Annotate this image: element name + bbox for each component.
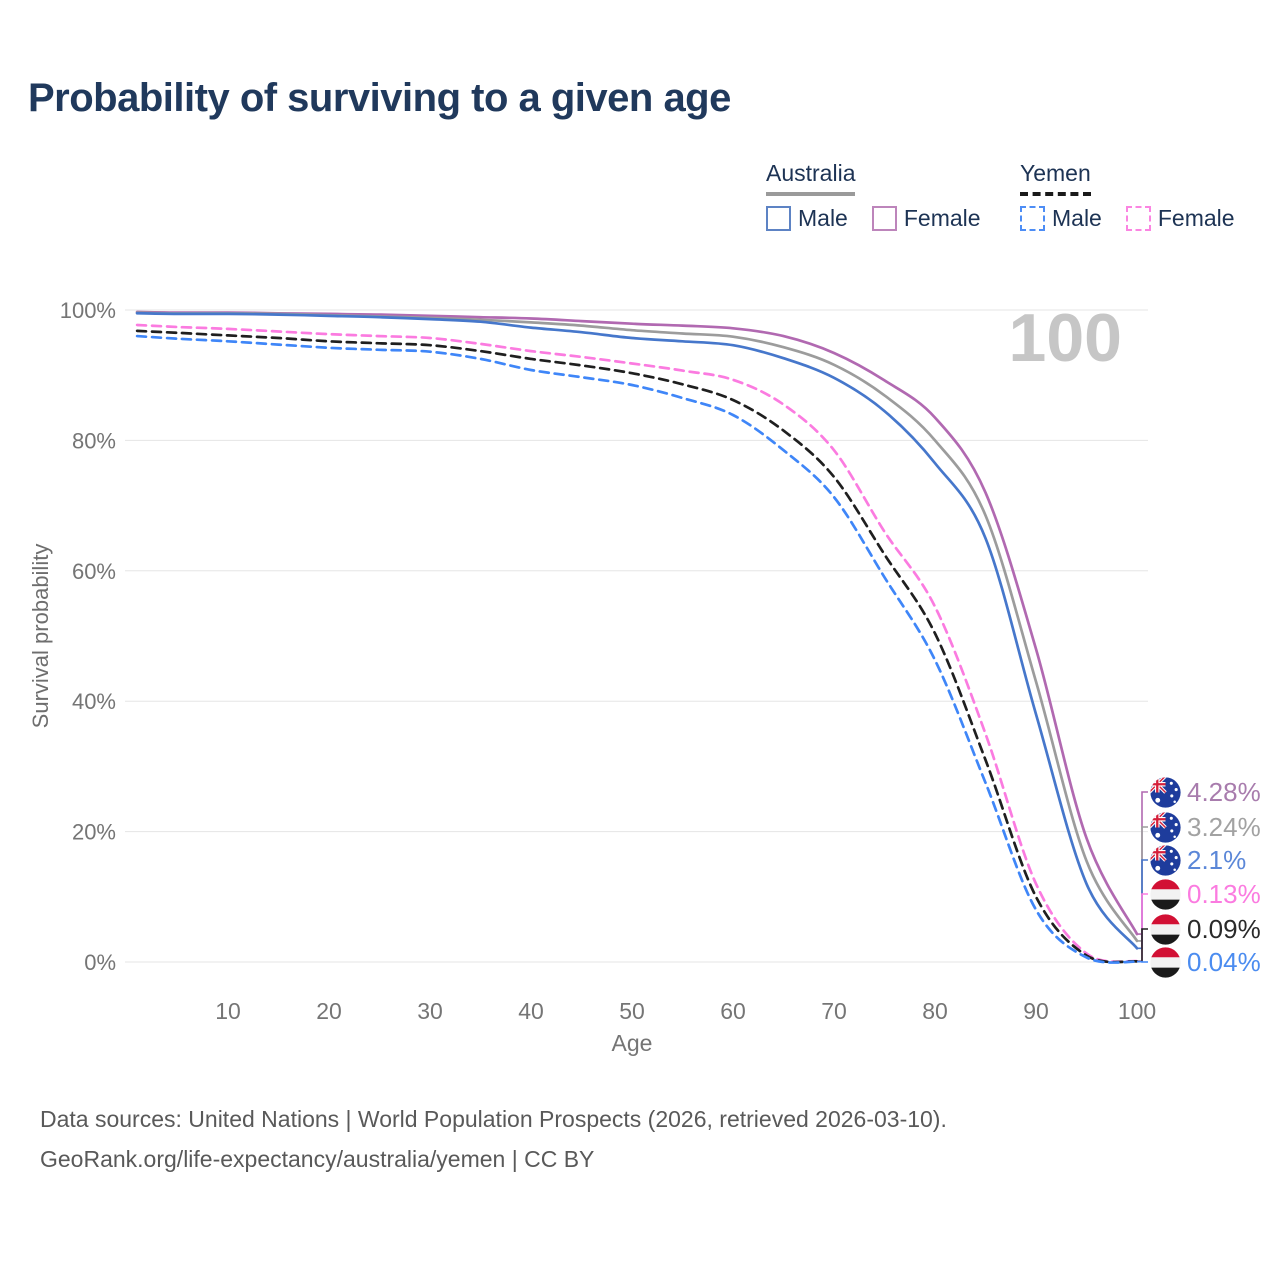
line-australia-male[interactable] xyxy=(135,311,1139,950)
data-sources-note: Data sources: United Nations | World Pop… xyxy=(40,1106,947,1132)
x-tick-label: 70 xyxy=(821,998,847,1024)
yemen-female-line-swatch xyxy=(1125,206,1151,231)
line-australia-female[interactable] xyxy=(135,310,1139,936)
australia-flag-icon xyxy=(1150,811,1181,843)
yemen-male-line-swatch xyxy=(1020,206,1045,231)
age-watermark: 100 xyxy=(1009,300,1122,376)
australia-flag-icon xyxy=(1150,776,1181,808)
x-axis-title: Age xyxy=(612,1030,653,1056)
legend-group-yemen: Yemen Male Female xyxy=(1020,160,1259,232)
australia-male-line-swatch xyxy=(766,206,791,231)
line-yemen-male[interactable] xyxy=(135,334,1139,964)
end-label-value: 4.28% xyxy=(1187,776,1261,807)
y-axis-title: Survival probability xyxy=(28,544,53,729)
x-tick-label: 100 xyxy=(1118,998,1156,1024)
yemen-flag-icon xyxy=(1150,913,1181,945)
legend-item-yemen-female[interactable]: Female xyxy=(1125,205,1235,232)
legend-country-yemen[interactable]: Yemen xyxy=(1020,160,1091,196)
legend-item-yemen-male[interactable]: Male xyxy=(1020,205,1102,232)
attribution-note: GeoRank.org/life-expectancy/australia/ye… xyxy=(40,1146,595,1172)
line-yemen-female[interactable] xyxy=(135,323,1139,964)
y-tick-label: 20% xyxy=(72,820,116,845)
legend-item-label: Male xyxy=(1052,205,1102,231)
end-label-yemen-male[interactable]: 0.04% xyxy=(1150,946,1261,978)
end-label-value: 0.13% xyxy=(1187,878,1261,909)
legend-row-yemen: Male Female xyxy=(1020,205,1259,232)
end-label-yemen-both-sexes[interactable]: 0.09% xyxy=(1150,913,1261,945)
legend-item-label: Male xyxy=(798,205,848,231)
x-tick-label: 50 xyxy=(619,998,645,1024)
end-label-yemen-female[interactable]: 0.13% xyxy=(1150,878,1261,910)
end-label-value: 2.1% xyxy=(1187,844,1247,875)
australia-female-line-swatch xyxy=(871,206,897,231)
y-tick-label: 0% xyxy=(84,950,116,975)
x-tick-label: 80 xyxy=(922,998,948,1024)
line-australia-both-sexes[interactable] xyxy=(135,311,1139,943)
end-label-australia-female[interactable]: 4.28% xyxy=(1150,776,1261,808)
x-tick-label: 30 xyxy=(417,998,443,1024)
legend-item-label: Female xyxy=(1157,205,1235,231)
x-tick-label: 20 xyxy=(316,998,342,1024)
yemen-flag-icon xyxy=(1150,946,1181,978)
x-tick-label: 60 xyxy=(720,998,746,1024)
yemen-flag-icon xyxy=(1150,878,1181,910)
y-tick-label: 80% xyxy=(72,428,116,453)
x-tick-label: 90 xyxy=(1023,998,1049,1024)
legend-group-australia: Australia Male Female xyxy=(766,160,1005,232)
x-tick-label: 10 xyxy=(215,998,241,1024)
australia-flag-icon xyxy=(1150,844,1181,876)
y-tick-label: 40% xyxy=(72,689,116,714)
legend-row-australia: Male Female xyxy=(766,205,1005,232)
end-label-value: 3.24% xyxy=(1187,811,1261,842)
legend-item-australia-female[interactable]: Female xyxy=(871,205,981,232)
end-label-australia-male[interactable]: 2.1% xyxy=(1150,844,1246,876)
chart-title: Probability of surviving to a given age xyxy=(28,76,731,120)
end-label-value: 0.09% xyxy=(1187,913,1261,944)
line-yemen-both-sexes[interactable] xyxy=(135,329,1139,964)
end-label-value: 0.04% xyxy=(1187,946,1261,977)
y-tick-label: 60% xyxy=(72,559,116,584)
legend-country-australia[interactable]: Australia xyxy=(766,160,856,196)
y-tick-label: 100% xyxy=(60,298,116,323)
legend-item-australia-male[interactable]: Male xyxy=(766,205,848,232)
end-label-australia-both-sexes[interactable]: 3.24% xyxy=(1150,811,1261,843)
x-tick-label: 40 xyxy=(518,998,544,1024)
legend-item-label: Female xyxy=(903,205,981,231)
